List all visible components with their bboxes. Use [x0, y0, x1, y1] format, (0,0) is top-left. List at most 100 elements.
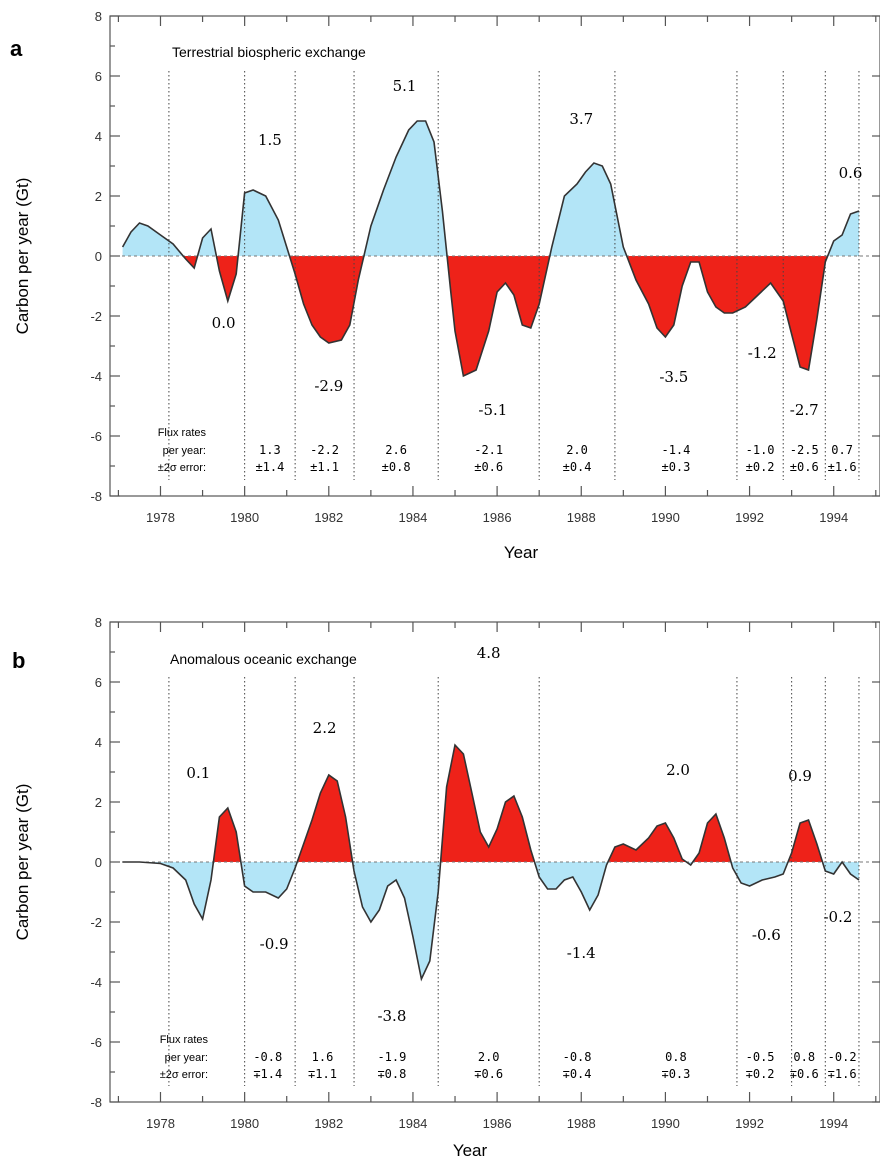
- period-value-label: -0.2: [823, 908, 852, 926]
- flux-rate: -1.0: [746, 443, 775, 457]
- flux-error: ∓0.2: [746, 1067, 775, 1081]
- y-tick-label: 8: [95, 615, 102, 630]
- flux-rate: 2.0: [478, 1050, 500, 1064]
- flux-header-line: per year:: [165, 1052, 208, 1064]
- y-tick-label: 2: [95, 795, 102, 810]
- negative-area: [352, 862, 441, 979]
- negative-area: [534, 862, 608, 910]
- flux-rate: -2.5: [790, 443, 819, 457]
- flux-error: ±1.1: [310, 460, 339, 474]
- flux-rate: 2.0: [566, 443, 588, 457]
- flux-rate: 1.6: [312, 1050, 334, 1064]
- panel-a-series-line: [121, 120, 860, 378]
- flux-header-line: per year:: [163, 445, 206, 457]
- flux-error: ±0.6: [790, 460, 819, 474]
- panel-a-dividers: [168, 71, 860, 480]
- negative-area: [216, 256, 239, 301]
- flux-error: ±0.6: [474, 460, 503, 474]
- flux-error: ∓1.6: [828, 1067, 857, 1081]
- period-value-label: 0.6: [839, 164, 863, 182]
- period-value-label: -5.1: [478, 401, 507, 419]
- period-value-label: 0.0: [212, 314, 236, 332]
- period-value-label: 5.1: [393, 77, 417, 95]
- flux-rate: -0.8: [253, 1050, 282, 1064]
- flux-rate: 0.7: [831, 443, 853, 457]
- period-value-label: -0.9: [260, 935, 289, 953]
- flux-rate: -0.2: [828, 1050, 857, 1064]
- period-value-label: -3.8: [377, 1007, 406, 1025]
- y-tick-label: -2: [90, 309, 102, 324]
- panel-b-title: Anomalous oceanic exchange: [170, 651, 357, 667]
- y-tick-label: -8: [90, 489, 102, 504]
- flux-rate: -2.1: [474, 443, 503, 457]
- x-tick-label: 1978: [146, 1116, 175, 1131]
- flux-error: ±1.6: [828, 460, 857, 474]
- flux-header-line: Flux rates: [160, 1034, 209, 1046]
- x-tick-label: 1978: [146, 510, 175, 525]
- flux-rate: 1.3: [259, 443, 281, 457]
- flux-error: ±0.8: [382, 460, 411, 474]
- negative-area: [731, 862, 788, 886]
- x-tick-label: 1990: [651, 1116, 680, 1131]
- panel-a-flux-table: Flux rates per year: ±2σ error: 1.3 ±1.4 -2.2…: [158, 427, 857, 474]
- panel-a-letter: a: [10, 36, 23, 61]
- panel-b-letter: b: [12, 648, 25, 673]
- period-value-label: 2.2: [313, 719, 337, 737]
- positive-area: [297, 775, 353, 862]
- y-tick-label: -2: [90, 915, 102, 930]
- y-tick-label: 6: [95, 69, 102, 84]
- x-tick-label: 1990: [651, 510, 680, 525]
- panel-a-x-axis-label: Year: [504, 543, 539, 562]
- flux-error: ∓1.4: [253, 1067, 282, 1081]
- negative-area: [289, 256, 364, 343]
- y-tick-label: 0: [95, 855, 102, 870]
- positive-area: [363, 121, 448, 256]
- panel-b-ticks: 8 6 4 2 0 -2 -4 -6 -8 1978 1980 1982 1984 1986 1988 199…: [90, 615, 880, 1131]
- flux-error: ∓0.6: [790, 1067, 819, 1081]
- flux-rate: -1.4: [661, 443, 690, 457]
- x-tick-label: 1986: [483, 1116, 512, 1131]
- flux-error: ∓0.4: [563, 1067, 592, 1081]
- x-tick-label: 1984: [398, 1116, 427, 1131]
- positive-area: [788, 820, 823, 862]
- x-tick-label: 1980: [230, 1116, 259, 1131]
- flux-error: ∓0.6: [474, 1067, 503, 1081]
- flux-error: ±1.4: [255, 460, 284, 474]
- period-value-label: -2.9: [314, 377, 343, 395]
- x-tick-label: 1984: [398, 510, 427, 525]
- x-tick-label: 1986: [483, 510, 512, 525]
- flux-header-line: ±2σ error:: [158, 462, 206, 474]
- flux-rate: -2.2: [310, 443, 339, 457]
- flux-error: ∓1.1: [308, 1067, 337, 1081]
- y-tick-label: -4: [90, 975, 102, 990]
- flux-error: ±0.4: [563, 460, 592, 474]
- flux-rate: -0.8: [563, 1050, 592, 1064]
- period-value-label: -0.6: [752, 926, 781, 944]
- period-value-label: -2.7: [790, 401, 819, 419]
- x-tick-label: 1980: [230, 510, 259, 525]
- positive-area: [549, 163, 627, 256]
- flux-rate: 0.8: [665, 1050, 687, 1064]
- flux-error: ∓0.3: [661, 1067, 690, 1081]
- panel-b-oceanic-chart: b 8 6 4 2 0 -2 -4 -6 -8 1978 1980 1982 1984 1986 1988 1…: [12, 615, 880, 1160]
- period-value-label: 3.7: [569, 110, 593, 128]
- flux-rate: 2.6: [385, 443, 407, 457]
- x-tick-label: 1982: [314, 1116, 343, 1131]
- flux-header-line: ±2σ error:: [160, 1069, 208, 1081]
- period-value-label: 1.5: [258, 131, 282, 149]
- period-value-label: -3.5: [659, 368, 688, 386]
- x-tick-label: 1994: [819, 1116, 848, 1131]
- y-tick-label: 2: [95, 189, 102, 204]
- flux-error: ±0.3: [661, 460, 690, 474]
- period-value-label: -1.2: [748, 344, 777, 362]
- flux-rate: -1.9: [377, 1050, 406, 1064]
- y-tick-label: 4: [95, 129, 102, 144]
- flux-header-line: Flux rates: [158, 427, 207, 439]
- period-value-label: -1.4: [567, 944, 596, 962]
- panel-a-ticks: 8 6 4 2 0 -2 -4 -6 -8 1978 1980 1982 1984 1986 1988 199…: [90, 9, 880, 525]
- panel-b-x-axis-label: Year: [453, 1141, 488, 1160]
- positive-area: [440, 745, 535, 862]
- panel-a-fills: [122, 121, 859, 376]
- y-tick-label: -4: [90, 369, 102, 384]
